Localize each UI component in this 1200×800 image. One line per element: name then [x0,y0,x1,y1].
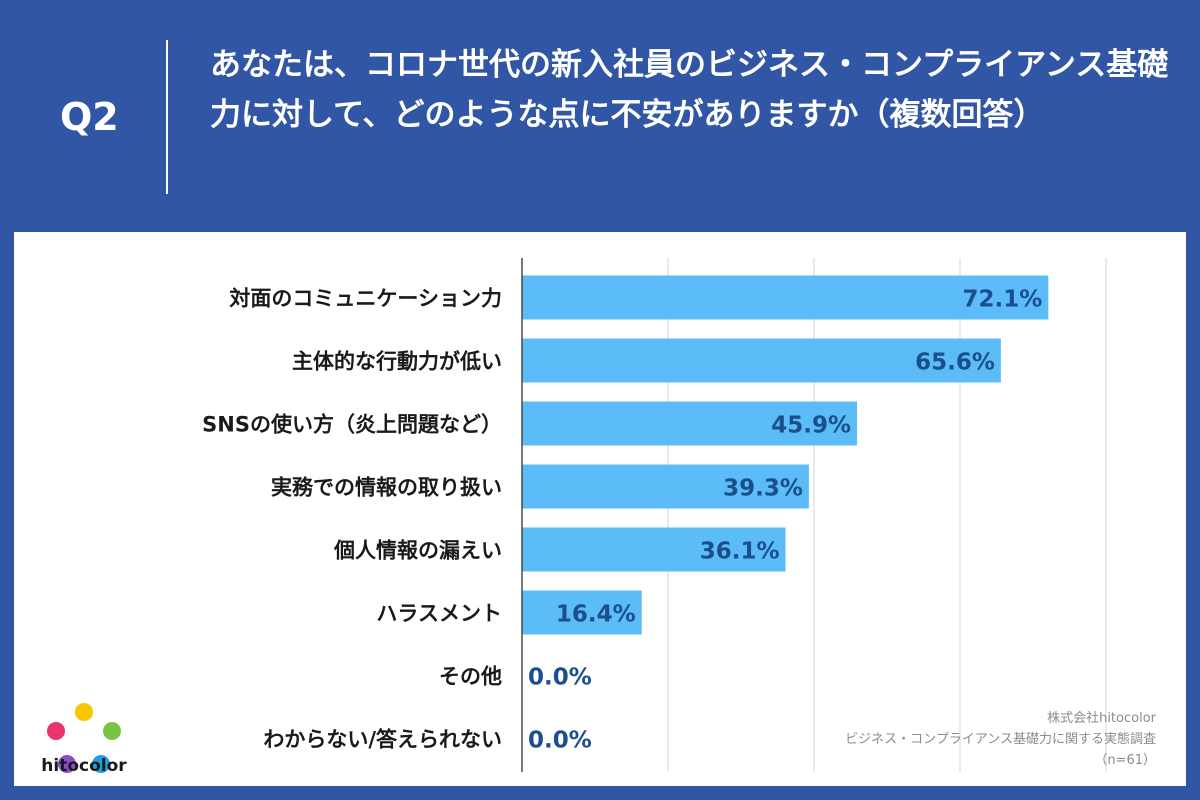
category-label: 個人情報の漏えい [333,539,502,563]
header-divider [166,40,168,194]
bar [522,590,642,635]
bar [522,401,858,446]
chart-panel: 対面のコミュニケーション力 72.1% 主体的な行動力が低い 65.6% SNSの使い方… [14,232,1186,786]
source-note: 株式会社hitocolor ビジネス・コンプライアンス基礎力に関する実態調査 （… [845,708,1156,771]
value-label: 39.3% [723,476,803,502]
source-survey: ビジネス・コンプライアンス基礎力に関する実態調査 [845,732,1156,747]
bar [522,338,1001,383]
bar [522,527,786,572]
value-label: 65.6% [915,350,995,376]
value-label: 36.1% [700,539,780,565]
value-label: 0.0% [528,665,592,691]
star-logo-icon [47,703,121,773]
value-label: 45.9% [771,413,851,439]
bar [522,464,809,509]
category-label: SNSの使い方（炎上問題など） [202,413,502,437]
bar-chart: 対面のコミュニケーション力 72.1% 主体的な行動力が低い 65.6% SNSの使い方… [202,258,1107,772]
bar [522,275,1049,320]
question-label: Q2 [60,95,119,139]
value-label: 16.4% [556,602,636,628]
category-label: わからない/答えられない [263,728,502,752]
brand-name: hitocolor [41,756,127,776]
value-label: 72.1% [963,287,1043,313]
category-label: 対面のコミュニケーション力 [229,287,502,311]
category-label: 実務での情報の取り扱い [271,476,502,500]
question-header: Q2 あなたは、コロナ世代の新入社員のビジネス・コンプライアンス基礎力に対して、… [0,0,1200,232]
source-company: 株式会社hitocolor [1047,711,1156,726]
category-label: 主体的な行動力が低い [292,350,502,374]
value-label: 0.0% [528,728,592,754]
question-title: あなたは、コロナ世代の新入社員のビジネス・コンプライアンス基礎力に対して、どのよ… [210,47,1169,133]
source-sample-size: （n=61） [1094,753,1156,768]
category-label: その他 [439,665,502,689]
category-label: ハラスメント [376,602,502,626]
